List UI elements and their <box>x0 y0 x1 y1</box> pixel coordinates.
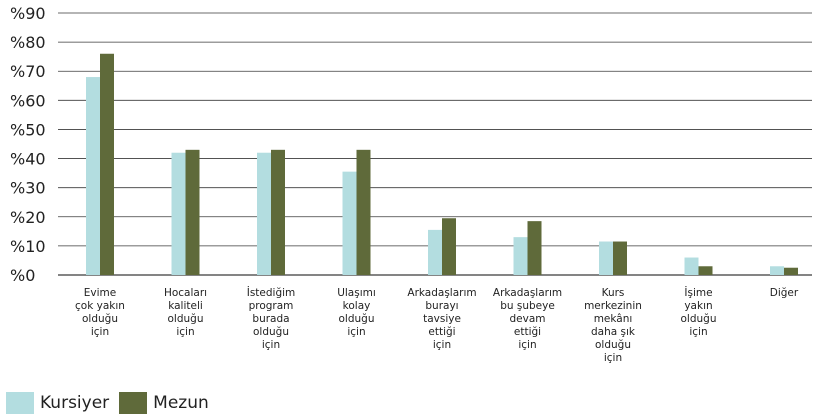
y-tick-label: %0 <box>10 266 35 285</box>
bar-kursiyer-7 <box>684 257 699 275</box>
bar-kursiyer-4 <box>428 229 442 275</box>
bar-mezun-1 <box>185 149 200 275</box>
legend-item-kursiyer: Kursiyer <box>6 392 109 414</box>
x-category-label: Diğer <box>770 287 799 299</box>
y-axis-ticks: %0 %10 %20 %30 %40 %50 %60 %70 %80 %90 <box>10 4 46 285</box>
x-category-label: Arkadaşlarım burayı tavsiye ettiği için <box>407 287 476 351</box>
x-category-label: İşime yakın olduğu için <box>681 286 717 338</box>
bar-mezun-3 <box>356 149 371 275</box>
x-category-label: Hocaları kaliteli olduğu için <box>164 287 207 338</box>
bar-chart: %0 %10 %20 %30 %40 %50 %60 %70 %80 %90 Evime çok y… <box>10 4 812 364</box>
legend-item-mezun: Mezun <box>119 392 209 414</box>
bar-mezun-8 <box>784 267 798 275</box>
legend-swatch-kursiyer <box>6 392 34 414</box>
legend: Kursiyer Mezun <box>6 391 219 415</box>
x-category-label: Kurs merkezinin mekânı daha şık olduğu için <box>584 287 642 364</box>
x-axis-categories: Evime çok yakın olduğu için Hocaları kaliteli… <box>75 286 799 364</box>
y-tick-label: %60 <box>10 91 46 110</box>
bar-mezun-0 <box>100 53 114 275</box>
y-tick-label: %50 <box>10 120 46 139</box>
y-tick-label: %30 <box>10 179 46 198</box>
bar-mezun-5 <box>527 221 542 275</box>
bar-kursiyer-0 <box>86 77 100 276</box>
bars <box>86 53 798 276</box>
y-tick-label: %20 <box>10 208 46 227</box>
x-category-label: Evime çok yakın olduğu için <box>75 287 125 338</box>
bar-mezun-7 <box>698 266 713 275</box>
legend-label-mezun: Mezun <box>153 393 209 413</box>
x-category-label: Arkadaşlarım bu şubeye devam ettiği için <box>493 287 562 351</box>
bar-kursiyer-5 <box>513 237 528 275</box>
bar-kursiyer-8 <box>770 266 784 275</box>
bar-mezun-2 <box>271 149 285 275</box>
bar-kursiyer-2 <box>257 152 271 275</box>
y-tick-label: %90 <box>10 4 46 23</box>
y-tick-label: %40 <box>10 150 46 169</box>
bar-kursiyer-3 <box>342 171 357 275</box>
bar-kursiyer-6 <box>599 241 613 275</box>
x-category-label: Ulaşımı kolay olduğu için <box>337 287 376 338</box>
bar-mezun-6 <box>613 241 627 275</box>
legend-swatch-mezun <box>119 392 148 414</box>
y-tick-label: %80 <box>10 33 46 52</box>
y-tick-label: %10 <box>10 237 46 256</box>
x-category-label: İstediğim program burada olduğu için <box>247 286 296 351</box>
bar-mezun-4 <box>442 218 456 275</box>
legend-label-kursiyer: Kursiyer <box>40 393 110 413</box>
bar-kursiyer-1 <box>171 152 186 275</box>
y-tick-label: %70 <box>10 62 46 81</box>
